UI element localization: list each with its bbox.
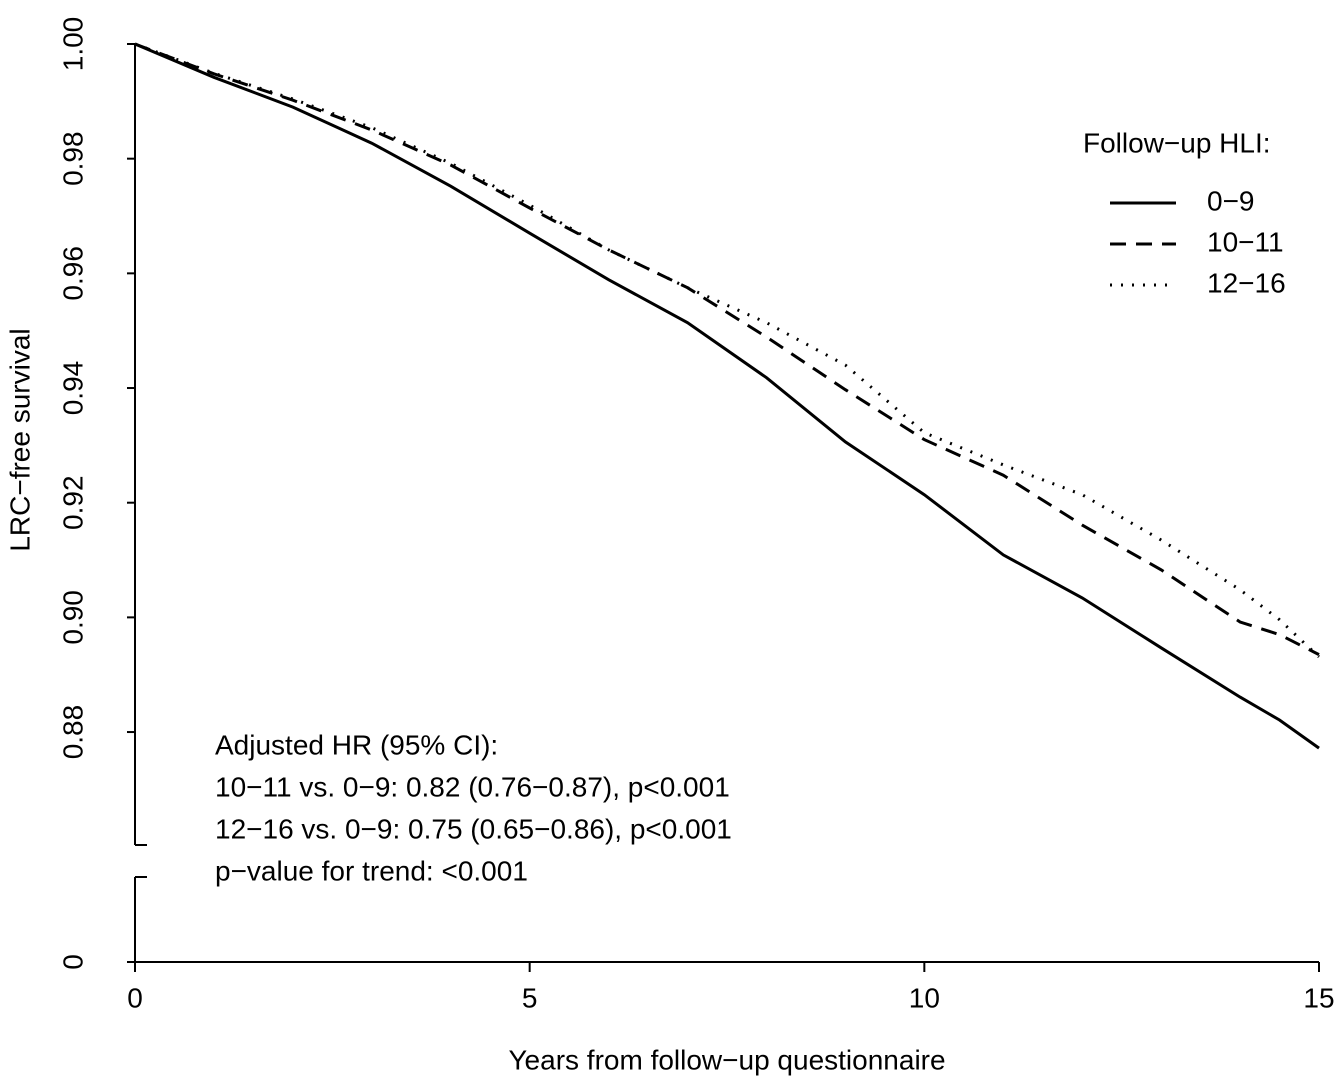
y-tick-label: 0.94 (57, 361, 88, 416)
annotation: p−value for trend: <0.001 (215, 855, 528, 886)
legend-title: Follow−up HLI: (1083, 127, 1271, 158)
survival-curve (134, 42, 1320, 656)
x-tick-label: 10 (909, 982, 940, 1013)
y-axis-label: LRC−free survival (4, 328, 35, 551)
x-axis-label: Years from follow−up questionnaire (508, 1044, 945, 1075)
y-tick-label: 0.98 (57, 131, 88, 186)
x-tick-label: 0 (127, 982, 143, 1013)
legend-label: 10−11 (1207, 226, 1284, 257)
y-tick-label: 0.96 (57, 246, 88, 301)
x-tick-label: 15 (1303, 982, 1334, 1013)
x-tick-label: 5 (522, 982, 538, 1013)
y-tick-label: 0.88 (57, 705, 88, 760)
annotation: 12−16 vs. 0−9: 0.75 (0.65−0.86), p<0.001 (215, 813, 732, 844)
survival-curve (134, 42, 1320, 750)
legend-label: 12−16 (1207, 267, 1286, 298)
y-tick-label: 0.90 (57, 590, 88, 645)
annotation: 10−11 vs. 0−9: 0.82 (0.76−0.87), p<0.001 (215, 771, 730, 802)
y-tick-label: 0 (57, 954, 88, 970)
annotation: Adjusted HR (95% CI): (215, 729, 498, 760)
y-tick-label: 0.92 (57, 475, 88, 530)
legend-label: 0−9 (1207, 185, 1255, 216)
y-tick-label: 1.00 (57, 17, 88, 72)
